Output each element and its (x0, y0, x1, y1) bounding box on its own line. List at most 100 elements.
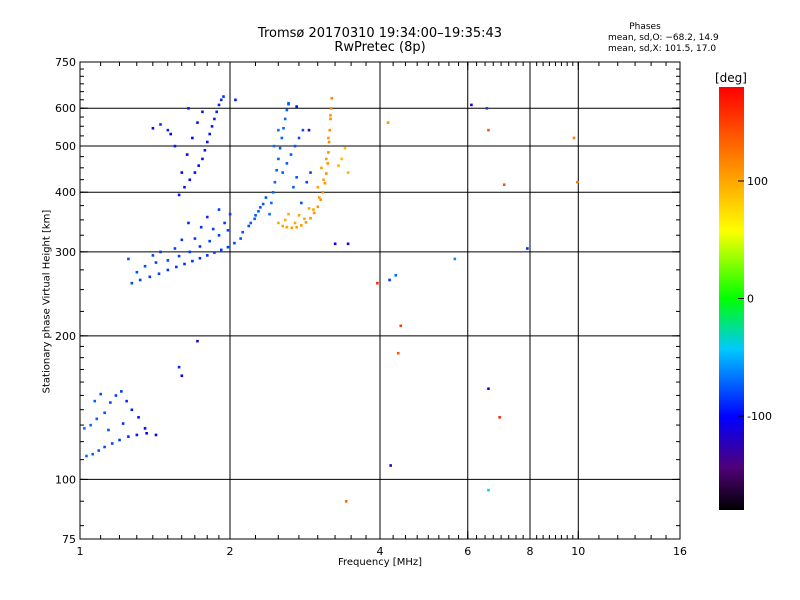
data-point (145, 431, 148, 435)
data-point (275, 168, 278, 172)
data-point (289, 153, 293, 156)
data-point (572, 136, 576, 140)
data-point (281, 171, 284, 174)
data-point (300, 201, 303, 205)
data-point (283, 218, 287, 222)
data-point (114, 394, 118, 397)
data-point (151, 254, 155, 257)
data-point (127, 435, 130, 438)
data-point (159, 250, 162, 254)
data-point (110, 442, 114, 445)
data-point (487, 128, 490, 132)
data-point (210, 125, 214, 128)
data-point (295, 176, 298, 179)
data-point (201, 110, 204, 114)
data-point (280, 136, 284, 140)
x-tick-label: 2 (227, 545, 234, 558)
data-point (254, 214, 257, 217)
data-point (326, 162, 330, 165)
data-point (166, 128, 170, 132)
colorbar-ticks: 100 0 -100 (738, 175, 772, 423)
data-point (333, 242, 337, 246)
data-point (199, 225, 203, 229)
y-tick-label: 500 (55, 140, 76, 153)
data-point (329, 117, 332, 121)
data-point (193, 237, 197, 240)
data-point (109, 401, 112, 404)
data-point (396, 351, 400, 355)
data-point (498, 416, 501, 419)
data-point (247, 224, 251, 228)
data-point (271, 191, 275, 194)
data-point (239, 237, 242, 240)
data-point (138, 278, 142, 282)
x-tick-label: 8 (527, 545, 534, 558)
data-point (191, 136, 194, 140)
data-point (187, 107, 190, 110)
data-point (226, 245, 230, 249)
data-point (293, 221, 297, 225)
data-point (295, 225, 298, 229)
data-point (300, 224, 303, 227)
data-point (307, 207, 311, 210)
data-point (399, 324, 403, 328)
data-point (89, 423, 92, 427)
x-axis-label: Frequency [MHz] (337, 557, 423, 568)
data-point (327, 151, 330, 154)
data-point (183, 262, 186, 266)
phases-heading: Phases (629, 22, 661, 32)
data-point (321, 191, 325, 194)
data-point (173, 247, 177, 250)
data-point (272, 144, 276, 148)
data-point (228, 212, 232, 216)
data-point (322, 178, 325, 182)
data-point (277, 157, 280, 161)
data-point (316, 185, 320, 189)
data-point (203, 148, 207, 152)
data-point (309, 171, 312, 174)
data-point (103, 445, 106, 449)
data-point (261, 202, 265, 206)
colorbar-tick-label: 0 (747, 293, 754, 306)
data-point (386, 121, 390, 124)
data-point (121, 422, 125, 425)
data-point (297, 214, 301, 217)
data-point (344, 500, 348, 503)
data-point (241, 230, 245, 234)
data-point (219, 248, 223, 252)
data-point (309, 216, 312, 220)
data-point (83, 427, 86, 430)
data-point (307, 128, 311, 132)
data-point (169, 132, 173, 136)
x-tick-label: 4 (377, 545, 384, 558)
data-point (107, 428, 110, 432)
data-point (287, 212, 290, 216)
data-point (95, 417, 99, 421)
data-point (253, 217, 256, 221)
data-point (526, 247, 529, 250)
data-point (264, 196, 268, 199)
data-point (197, 164, 201, 167)
axes: 1 2 4 6 8 10 16 75 100 200 300 400 500 600 750 (55, 56, 687, 558)
data-point (343, 146, 347, 150)
data-point (283, 117, 287, 121)
data-point (285, 225, 289, 229)
data-point (316, 205, 320, 209)
data-point (297, 136, 301, 140)
phase-stats: mean, sd,O: −68.2, 14.9 mean, sd,X: 101.… (608, 33, 719, 55)
data-point (285, 162, 289, 165)
data-point (198, 245, 202, 248)
phase-stats-x: mean, sd,X: 101.5, 17.0 (608, 44, 717, 54)
data-point (118, 438, 121, 442)
data-point (154, 261, 158, 264)
data-point (502, 183, 506, 186)
data-point (278, 146, 282, 150)
data-point (85, 454, 88, 458)
colorbar-tick-label: 100 (747, 175, 768, 188)
data-point (188, 250, 192, 254)
data-point (226, 228, 230, 232)
data-point (193, 171, 197, 174)
x-tick-label: 1 (77, 545, 84, 558)
